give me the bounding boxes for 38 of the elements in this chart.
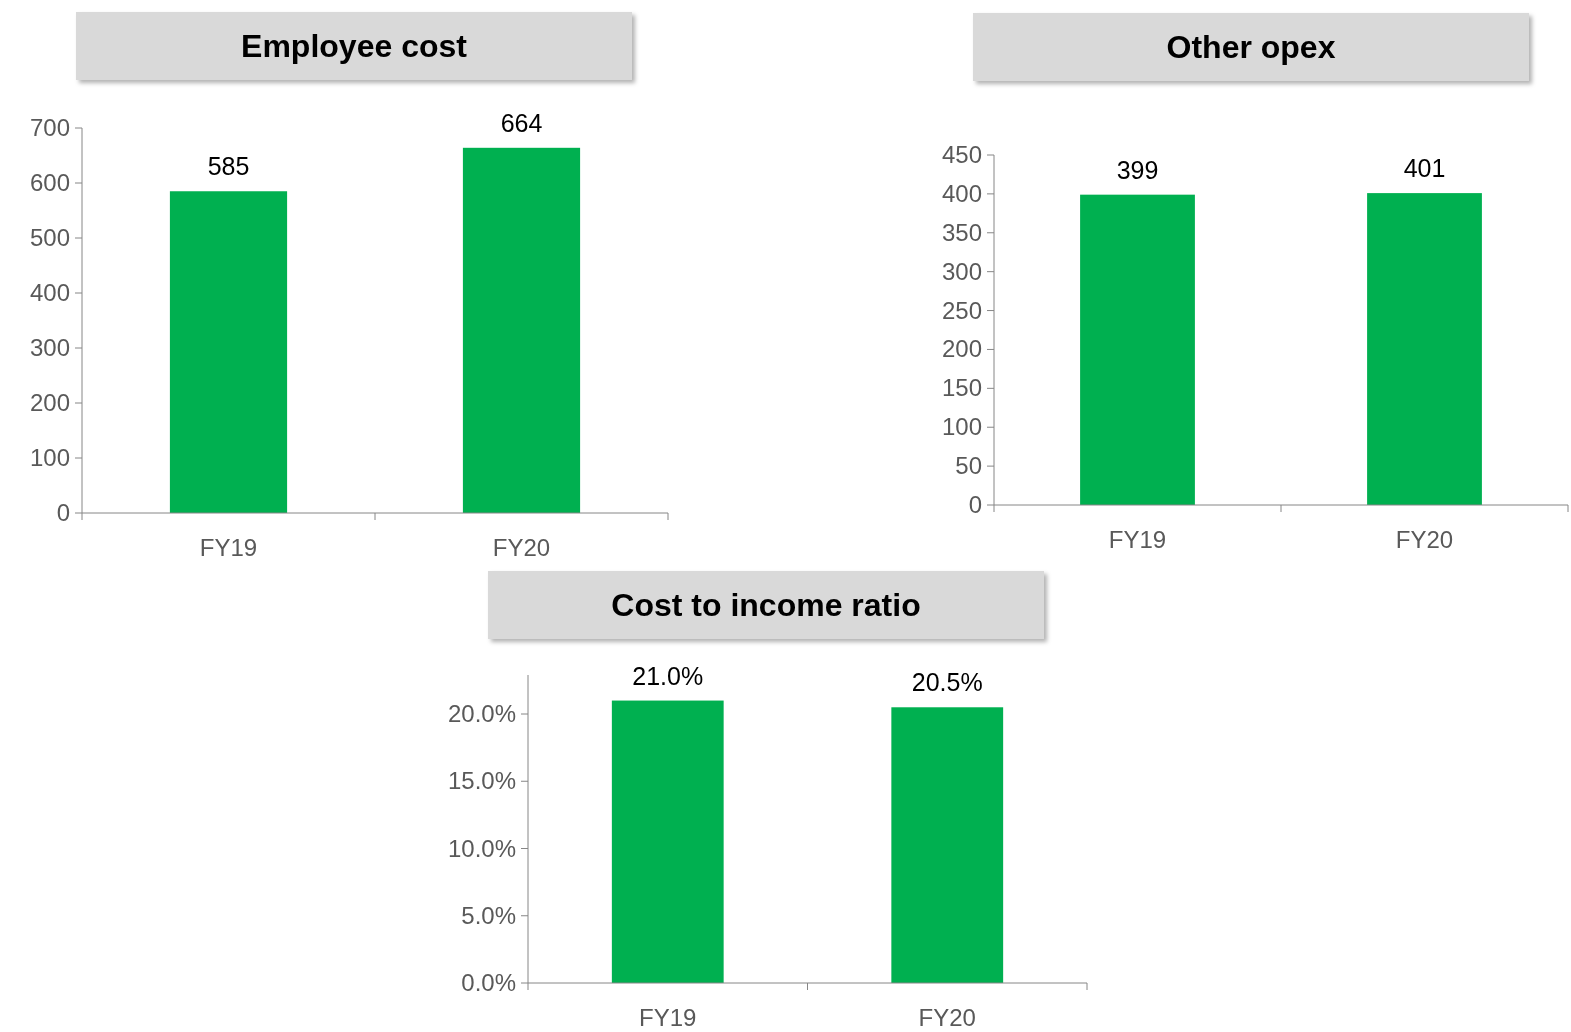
y-tick-label: 250 [941, 296, 982, 324]
y-tick-label: 100 [941, 413, 982, 441]
x-tick-label: FY20 [492, 534, 551, 561]
y-tick-label: 100 [29, 444, 70, 471]
y-tick-label: 50 [955, 452, 982, 480]
y-tick-label: 500 [29, 224, 70, 251]
data-label: 585 [207, 152, 250, 181]
x-tick-label: FY19 [1108, 526, 1167, 553]
y-tick-label: 700 [29, 114, 70, 141]
x-tick-label: FY19 [199, 534, 258, 561]
x-tick-label: FY19 [639, 1004, 697, 1031]
data-label: 664 [500, 108, 543, 137]
x-tick-label: FY20 [918, 1004, 976, 1031]
y-tick-label: 400 [941, 179, 982, 207]
chart-title: Cost to income ratio [611, 587, 921, 623]
data-label: 399 [1116, 155, 1159, 184]
y-tick-label: 0.0% [461, 969, 516, 996]
chart-title: Employee cost [241, 28, 468, 64]
y-tick-label: 200 [941, 335, 982, 363]
data-label: 20.5% [911, 668, 983, 697]
y-tick-label: 150 [941, 374, 982, 402]
data-label: 21.0% [632, 661, 704, 690]
y-tick-label: 350 [941, 218, 982, 246]
y-tick-label: 0 [56, 499, 70, 526]
y-tick-label: 15.0% [447, 767, 516, 795]
chart-title: Other opex [1166, 29, 1336, 65]
y-tick-label: 300 [941, 257, 982, 285]
data-label: 401 [1403, 154, 1446, 183]
y-tick-label: 0 [968, 491, 982, 518]
y-tick-label: 5.0% [461, 901, 516, 929]
y-tick-label: 600 [29, 169, 70, 196]
y-tick-label: 300 [29, 334, 70, 361]
y-tick-label: 10.0% [447, 834, 516, 862]
x-tick-label: FY20 [1395, 526, 1454, 553]
y-tick-label: 200 [29, 389, 70, 416]
y-tick-label: 400 [29, 279, 70, 306]
y-tick-label: 450 [941, 141, 982, 168]
y-tick-label: 20.0% [447, 700, 516, 727]
